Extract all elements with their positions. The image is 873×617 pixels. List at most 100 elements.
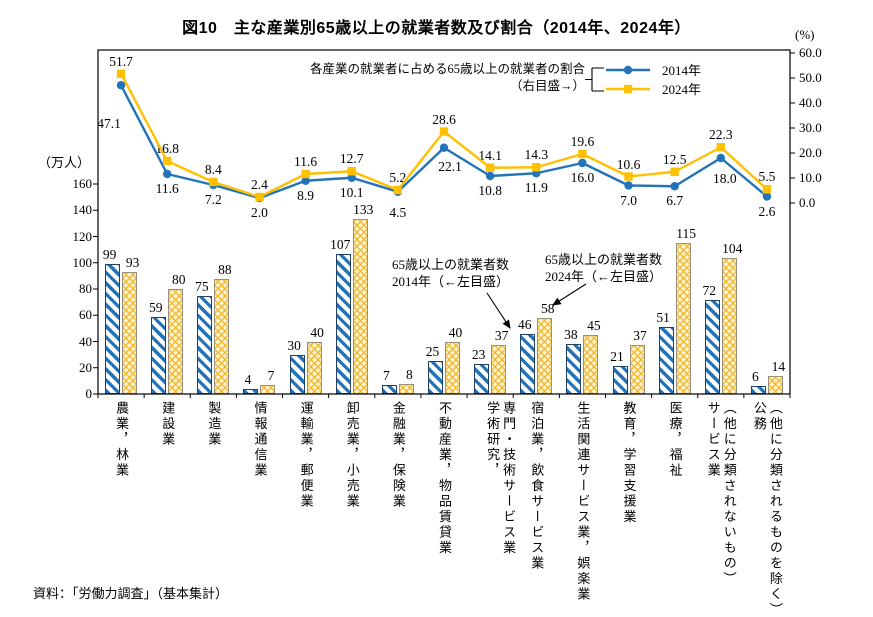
line-value-label-2024: 12.7 bbox=[339, 151, 364, 167]
annotation-bars-2024-line2: 2024年（←左目盛） bbox=[545, 268, 663, 284]
bar-2024 bbox=[583, 334, 599, 394]
marker-circle-2014 bbox=[301, 176, 310, 185]
bar-value-label-2014: 46 bbox=[518, 316, 532, 332]
annotation-arrow-2024 bbox=[552, 283, 587, 306]
line-value-label-2024: 14.3 bbox=[524, 147, 549, 163]
bar-value-label-2024: 37 bbox=[494, 328, 509, 344]
line-value-label-2014: 8.9 bbox=[297, 187, 315, 203]
bar-value-label-2024: 80 bbox=[171, 272, 186, 287]
right-axis-tick-label: 50.0 bbox=[799, 70, 822, 85]
category-label: 学術研究， 専門・技術サービス業 bbox=[485, 401, 517, 556]
category-label: 宿泊業，飲食サービス業 bbox=[529, 401, 545, 572]
bar-value-label-2024: 37 bbox=[633, 328, 647, 344]
category-label: 教育，学習支援業 bbox=[621, 401, 637, 525]
bar-value-label-2024: 104 bbox=[722, 240, 743, 256]
bar-value-label-2014: 30 bbox=[287, 337, 301, 353]
bar-2024 bbox=[214, 278, 230, 394]
marker-circle-2014 bbox=[163, 169, 172, 179]
right-axis-tick-label: 60.0 bbox=[799, 45, 822, 60]
annotation-bars-2024: 65歳以上の就業者数 2024年（←左目盛） bbox=[545, 252, 662, 285]
bar-value-label-2024: 88 bbox=[218, 261, 232, 277]
line-value-label-2024: 28.6 bbox=[432, 111, 456, 127]
line-value-label-2024: 14.1 bbox=[478, 147, 502, 163]
bar-value-label-2024: 58 bbox=[541, 300, 555, 316]
left-axis-tick-label: 20 bbox=[79, 359, 92, 375]
bar-value-label-2024: 8 bbox=[405, 366, 413, 382]
marker-circle-2014 bbox=[578, 158, 587, 168]
line-value-label-2014: 11.9 bbox=[524, 180, 548, 196]
line-value-label-2024: 5.5 bbox=[758, 169, 776, 185]
bar-value-label-2014: 107 bbox=[330, 236, 351, 252]
bar-2024 bbox=[168, 289, 184, 394]
line-value-label-2014: 7.0 bbox=[620, 192, 637, 208]
annotation-bars-2014-line2: 2014年（←左目盛） bbox=[392, 273, 510, 289]
right-axis-tick-label: 30.0 bbox=[799, 120, 822, 135]
marker-square-2024 bbox=[347, 167, 356, 176]
legend-caption: 各産業の就業者に占める65歳以上の就業者の割合 （右目盛→） bbox=[300, 61, 585, 94]
chart-title: 図10 主な産業別65歳以上の就業者数及び割合（2014年、2024年） bbox=[182, 20, 691, 37]
line-value-label-2024: 22.3 bbox=[708, 127, 733, 143]
bar-value-label-2014: 38 bbox=[564, 327, 578, 343]
left-axis-tick-label: 0 bbox=[85, 386, 93, 401]
legend-marker-2024 bbox=[623, 84, 633, 94]
bar-value-label-2024: 7 bbox=[267, 367, 275, 383]
bar-value-label-2024: 14 bbox=[771, 358, 786, 374]
right-axis-tick-label: 20.0 bbox=[799, 145, 822, 160]
bar-value-label-2024: 40 bbox=[448, 324, 463, 340]
bar-value-label-2014: 4 bbox=[244, 371, 252, 387]
marker-square-2024 bbox=[393, 185, 403, 195]
annotation-bars-2014-line1: 65歳以上の就業者数 bbox=[392, 257, 510, 272]
line-value-label-2024: 10.6 bbox=[616, 156, 641, 172]
bar-2024 bbox=[445, 341, 460, 394]
right-axis-tick-label: 0.0 bbox=[799, 195, 816, 210]
line-value-label-2024: 2.4 bbox=[251, 177, 268, 192]
category-label: 不動産業，物品賃貸業 bbox=[437, 401, 452, 556]
marker-circle-2014 bbox=[762, 192, 772, 201]
right-axis-unit: (%) bbox=[795, 27, 815, 42]
line-value-label-2014: 47.1 bbox=[97, 116, 121, 132]
category-label: 製造業 bbox=[206, 401, 222, 448]
annotation-bars-2024-line1: 65歳以上の就業者数 bbox=[545, 252, 663, 267]
left-axis-tick-label: 160 bbox=[72, 176, 93, 191]
marker-circle-2014 bbox=[670, 182, 679, 191]
marker-square-2024 bbox=[578, 149, 587, 159]
left-axis-unit: （万人） bbox=[37, 155, 90, 170]
line-value-label-2014: 6.7 bbox=[666, 193, 684, 209]
line-value-label-2014: 10.8 bbox=[478, 183, 502, 198]
bar-value-label-2014: 72 bbox=[702, 282, 717, 298]
marker-circle-2014 bbox=[716, 153, 725, 163]
right-axis-tick-label: 10.0 bbox=[799, 170, 822, 185]
marker-square-2024 bbox=[116, 69, 126, 78]
bar-2024 bbox=[537, 317, 553, 394]
category-label: 生活関連サービス業，娯楽業 bbox=[575, 401, 591, 603]
bar-value-label-2014: 51 bbox=[656, 310, 670, 326]
marker-square-2024 bbox=[485, 163, 495, 172]
bar-2024 bbox=[767, 375, 783, 394]
marker-circle-2014 bbox=[624, 181, 633, 190]
left-axis-tick-label: 120 bbox=[72, 228, 93, 244]
line-value-label-2014: 16.0 bbox=[570, 170, 595, 185]
bar-value-label-2024: 133 bbox=[353, 202, 374, 218]
plot-border bbox=[97, 49, 791, 395]
marker-square-2024 bbox=[532, 163, 541, 172]
marker-circle-2014 bbox=[116, 81, 126, 90]
left-axis-tick-label: 40 bbox=[79, 333, 92, 349]
marker-square-2024 bbox=[670, 167, 679, 176]
category-label: 医療，福祉 bbox=[667, 401, 683, 479]
bar-value-label-2014: 25 bbox=[425, 344, 440, 360]
left-axis-tick-label: 100 bbox=[72, 254, 93, 270]
bar-2024 bbox=[306, 341, 322, 394]
marker-square-2024 bbox=[163, 156, 172, 166]
marker-circle-2014 bbox=[439, 143, 449, 152]
bar-value-label-2024: 93 bbox=[125, 254, 140, 270]
line-value-label-2014: 7.2 bbox=[204, 192, 222, 207]
right-axis-tick-label: 40.0 bbox=[799, 95, 822, 110]
bar-2024 bbox=[491, 345, 507, 394]
category-label: 建設業 bbox=[160, 401, 176, 448]
legend-caption-line2: （右目盛→） bbox=[509, 78, 585, 93]
marker-square-2024 bbox=[255, 192, 264, 202]
left-axis-tick-label: 60 bbox=[79, 307, 92, 323]
marker-square-2024 bbox=[624, 172, 633, 181]
line-value-label-2024: 51.7 bbox=[109, 53, 133, 69]
line-value-label-2014: 10.1 bbox=[339, 184, 364, 200]
